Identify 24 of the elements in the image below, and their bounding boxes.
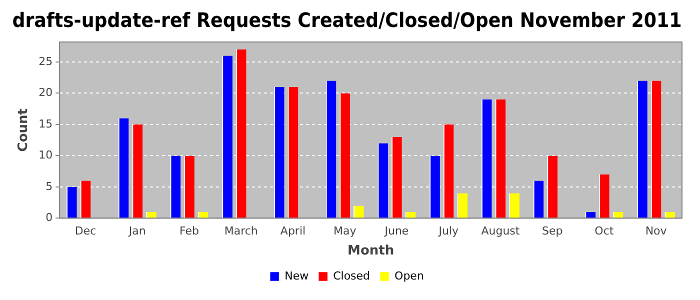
- x-axis-title: Month: [348, 244, 394, 259]
- x-tick-label: Nov: [645, 224, 668, 238]
- legend-label: Closed: [333, 269, 370, 282]
- y-axis-title: Count: [16, 108, 32, 152]
- x-tick-label: Sep: [542, 224, 563, 238]
- legend-label: Open: [394, 269, 424, 282]
- x-tick-label: Dec: [74, 224, 96, 238]
- x-tick-label: August: [481, 224, 520, 238]
- x-tick-label: Feb: [180, 224, 200, 238]
- x-tick-label: March: [224, 224, 258, 238]
- x-tick-label: April: [280, 224, 306, 238]
- chart-title: drafts-update-ref Requests Created/Closed/Open November 2011: [12, 8, 682, 32]
- y-tick-label: 0: [46, 211, 53, 224]
- x-tick-label: Oct: [594, 224, 614, 238]
- y-tick-label: 15: [38, 117, 53, 130]
- y-tick-label: 10: [38, 148, 53, 162]
- y-tick-label: 25: [38, 54, 53, 68]
- x-tick-label: Jan: [128, 224, 146, 238]
- x-tick-label: May: [333, 224, 357, 238]
- y-tick-label: 5: [46, 180, 53, 193]
- x-tick-label: June: [384, 224, 409, 238]
- legend-label: New: [284, 269, 309, 282]
- y-tick-label: 20: [38, 86, 53, 100]
- x-tick-label: July: [438, 224, 459, 238]
